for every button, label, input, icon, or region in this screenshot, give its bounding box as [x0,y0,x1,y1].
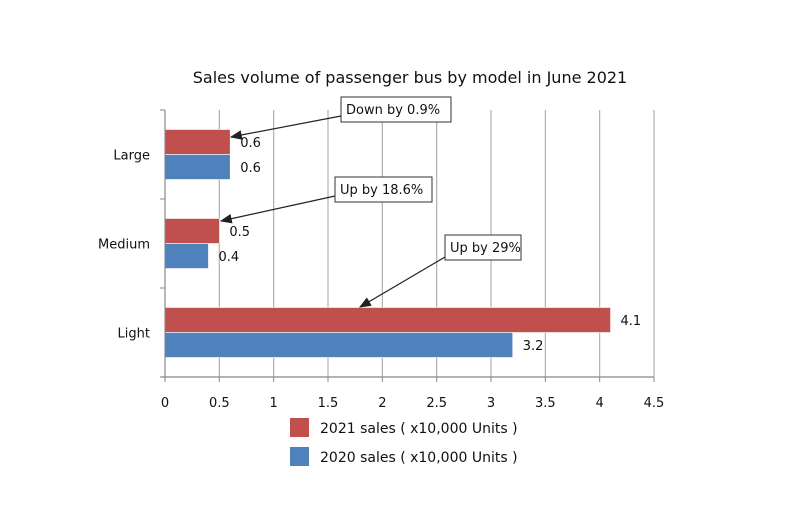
bar-light-2021 [164,307,611,333]
data-label: 0.6 [240,136,261,151]
chart-title: Sales volume of passenger bus by model i… [193,68,627,87]
category-label: Light [118,327,150,342]
annotation-text: Up by 29% [450,241,521,256]
x-tick-label: 0.5 [209,396,230,411]
bar-medium-2021 [164,218,220,244]
x-tick-label: 1 [270,396,278,411]
x-tick-label: 2.5 [426,396,447,411]
x-tick-label: 2 [378,396,386,411]
data-label: 0.6 [240,161,261,176]
annotation-box [444,234,522,261]
data-label: 0.5 [229,225,250,240]
annotation-text: Up by 18.6% [340,183,423,198]
bar-large-2021 [164,129,231,155]
x-tick-label: 3.5 [535,396,556,411]
annotation-arrow [358,256,446,308]
annotation-box [334,176,433,203]
bar-medium-2020 [164,243,209,269]
annotation-text: Down by 0.9% [346,103,440,118]
x-tick-label: 3 [487,396,495,411]
bar-light-2020 [164,332,514,358]
x-tick-label: 1.5 [318,396,339,411]
bar-large-2020 [164,154,231,180]
annotation-box [340,96,452,123]
data-label: 3.2 [523,339,544,354]
legend-label: 2021 sales ( x10,000 Units ) [320,421,518,437]
x-tick-label: 4.5 [644,396,665,411]
data-label: 4.1 [621,314,642,329]
category-label: Medium [98,238,150,253]
category-label: Large [113,149,150,164]
x-tick-label: 4 [596,396,604,411]
data-label: 0.4 [218,250,239,265]
legend-label: 2020 sales ( x10,000 Units ) [320,450,518,466]
annotation-arrow [229,115,342,140]
annotation-arrow [219,195,336,224]
legend-swatch [290,418,309,437]
x-tick-label: 0 [161,396,169,411]
legend-swatch [290,447,309,466]
